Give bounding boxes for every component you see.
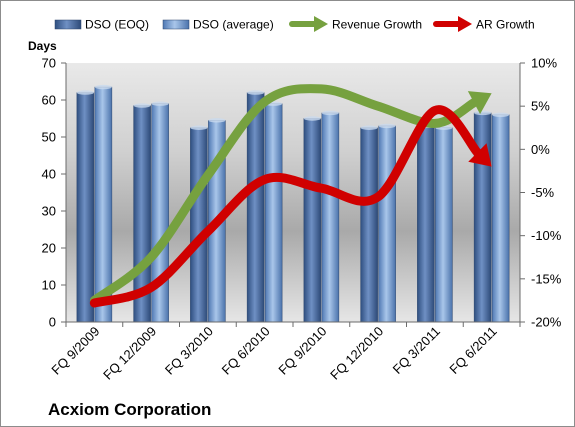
left-tick-label: 50 <box>42 130 56 145</box>
bar-top-dso-average <box>492 112 510 118</box>
arrowhead-revenue-growth <box>467 91 492 115</box>
bar-top-dso-average <box>321 110 339 116</box>
bar-top-dso-average <box>208 118 226 123</box>
bar-top-dso-average <box>94 84 112 90</box>
line-ar-growth <box>89 105 482 308</box>
bar-top-dso-eoq <box>360 125 378 130</box>
bar-dso-eoq <box>190 127 208 323</box>
legend-swatch-dso-eoq <box>54 19 82 30</box>
legend-label-dso-eoq: DSO (EOQ) <box>85 18 149 32</box>
left-tick-label: 60 <box>42 93 56 108</box>
bar-top-dso-eoq <box>133 103 151 108</box>
bar-dso-average <box>321 112 340 323</box>
bar-top-dso-average <box>378 123 396 129</box>
left-tick-label: 20 <box>42 241 56 256</box>
legend-label-dso-average: DSO (average) <box>193 18 274 32</box>
chart-title: Acxiom Corporation <box>48 400 211 419</box>
lines-layer <box>89 84 492 308</box>
arrowhead-ar-growth <box>468 143 492 167</box>
bar-top-dso-eoq <box>474 110 492 116</box>
right-tick-label: -10% <box>531 228 562 243</box>
bar-top-dso-eoq <box>190 125 208 130</box>
left-tick-label: 30 <box>42 204 56 219</box>
legend-label-revenue-growth: Revenue Growth <box>332 18 422 32</box>
right-tick-label: 10% <box>531 56 557 71</box>
left-tick-label: 10 <box>42 278 56 293</box>
left-axis-label: Days <box>28 39 57 53</box>
bar-top-dso-eoq <box>247 90 265 95</box>
legend-label-ar-growth: AR Growth <box>476 18 535 32</box>
bar-top-dso-average <box>151 101 169 106</box>
bar-dso-average <box>378 125 396 323</box>
right-tick-label: -5% <box>531 185 555 200</box>
legend: DSO (EOQ) DSO (average) Revenue Growth AR G… <box>54 16 535 32</box>
bar-dso-average <box>264 103 283 323</box>
legend-arrow-revenue-growth <box>314 16 328 32</box>
right-tick-label: -20% <box>531 315 562 330</box>
bar-top-dso-eoq <box>76 90 94 95</box>
legend-arrow-ar-growth <box>458 16 472 32</box>
bar-dso-eoq <box>303 118 322 323</box>
right-tick-label: -15% <box>531 271 562 286</box>
bar-dso-average <box>435 127 453 323</box>
left-tick-label: 40 <box>42 167 56 182</box>
bar-top-dso-eoq <box>303 116 321 121</box>
bar-dso-eoq <box>417 125 435 323</box>
left-tick-label: 70 <box>42 56 56 71</box>
right-tick-label: 0% <box>531 142 550 157</box>
bar-dso-eoq <box>246 92 265 323</box>
bar-dso-eoq <box>360 127 378 323</box>
bar-dso-eoq <box>76 92 95 323</box>
right-tick-label: 5% <box>531 99 550 114</box>
legend-swatch-dso-average <box>162 19 190 30</box>
bar-dso-average <box>491 114 510 323</box>
left-tick-label: 0 <box>49 315 56 330</box>
